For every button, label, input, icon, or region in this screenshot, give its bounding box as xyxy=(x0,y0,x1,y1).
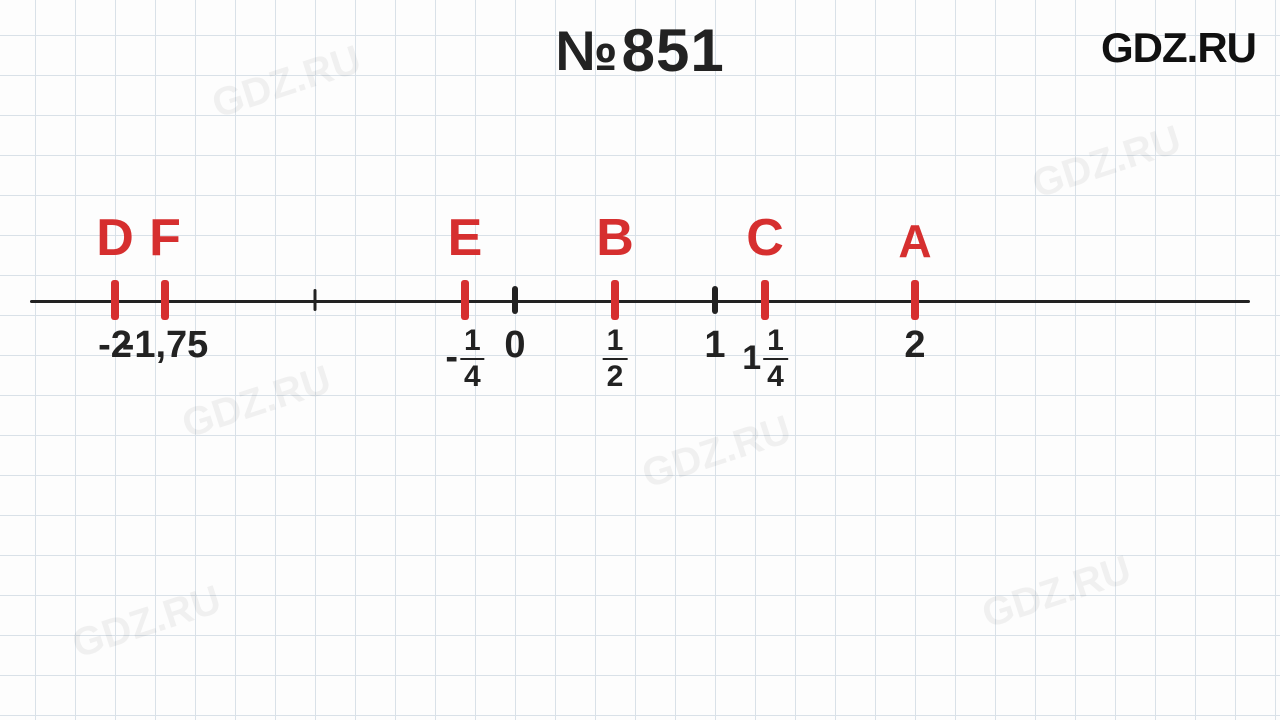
point-value-a: 2 xyxy=(904,326,925,366)
point-tick-c xyxy=(761,280,769,320)
point-tick-b xyxy=(611,280,619,320)
point-label-d: D xyxy=(96,212,134,264)
watermark: GDZ.RU xyxy=(637,407,797,497)
axis-line xyxy=(30,300,1250,303)
axis-tick xyxy=(314,289,317,311)
watermark: GDZ.RU xyxy=(67,577,227,667)
axis-tick xyxy=(512,286,518,314)
watermark: GDZ.RU xyxy=(177,357,337,447)
point-tick-e xyxy=(461,280,469,320)
point-tick-f xyxy=(161,280,169,320)
title-number: 851 xyxy=(622,16,725,85)
axis-tick-label: 0 xyxy=(504,326,525,366)
watermark: GDZ.RU xyxy=(977,547,1137,637)
axis-tick xyxy=(712,286,718,314)
point-value-e: -14 xyxy=(445,326,484,392)
point-value-c: 114 xyxy=(742,326,788,392)
page-title: №851 xyxy=(0,16,1280,85)
point-label-c: C xyxy=(746,212,784,264)
point-tick-a xyxy=(911,280,919,320)
watermark: GDZ.RU xyxy=(1027,117,1187,207)
point-value-b: 12 xyxy=(603,326,628,392)
point-label-e: E xyxy=(448,212,483,264)
point-tick-d xyxy=(111,280,119,320)
point-label-f: F xyxy=(149,212,181,264)
point-label-a: A xyxy=(898,218,931,264)
point-label-b: B xyxy=(596,212,634,264)
axis-tick-label: 1 xyxy=(704,326,725,366)
page: GDZ.RU GDZ.RUGDZ.RUGDZ.RUGDZ.RUGDZ.RUGDZ… xyxy=(0,0,1280,720)
title-symbol: № xyxy=(555,18,617,83)
point-value-f: -1,75 xyxy=(122,326,209,366)
